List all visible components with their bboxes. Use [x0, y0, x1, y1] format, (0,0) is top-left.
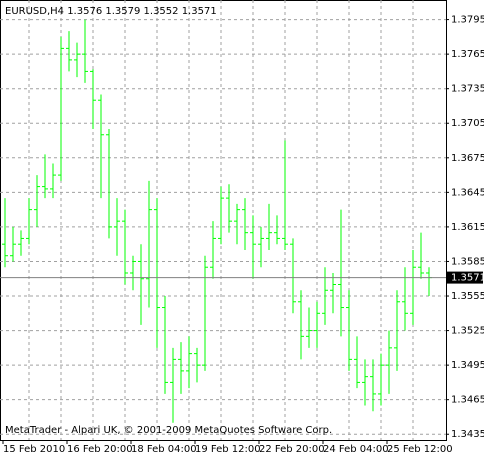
current-price-label: 1.3571: [451, 273, 484, 284]
x-tick-label: 25 Feb 12:00: [387, 444, 453, 455]
y-tick-label: 1.3615: [451, 222, 484, 233]
y-tick-label: 1.3495: [451, 360, 484, 371]
y-tick-label: 1.3735: [451, 84, 484, 95]
x-tick-label: 15 Feb 2010: [3, 444, 65, 455]
x-tick-label: 18 Feb 04:00: [131, 444, 197, 455]
y-tick-label: 1.3585: [451, 256, 484, 267]
x-tick-label: 24 Feb 04:00: [323, 444, 389, 455]
chart-title: EURUSD,H4 1.3576 1.3579 1.3552 1.3571: [5, 6, 217, 17]
y-tick-label: 1.3765: [451, 49, 484, 60]
y-tick-label: 1.3795: [451, 15, 484, 26]
y-tick-label: 1.3435: [451, 429, 484, 440]
x-tick-label: 22 Feb 20:00: [259, 444, 325, 455]
y-tick-label: 1.3465: [451, 395, 484, 406]
y-tick-label: 1.3555: [451, 291, 484, 302]
current-price-box: [447, 271, 483, 284]
y-tick-label: 1.3525: [451, 326, 484, 337]
plot-frame: [0, 0, 447, 441]
footer: MetaTrader - Alpari UK, © 2001-2009 Meta…: [5, 425, 332, 436]
y-tick-label: 1.3675: [451, 153, 484, 164]
y-tick-label: 1.3705: [451, 118, 484, 129]
y-tick-label: 1.3645: [451, 187, 484, 198]
x-tick-label: 16 Feb 20:00: [67, 444, 133, 455]
x-tick-label: 19 Feb 12:00: [195, 444, 261, 455]
